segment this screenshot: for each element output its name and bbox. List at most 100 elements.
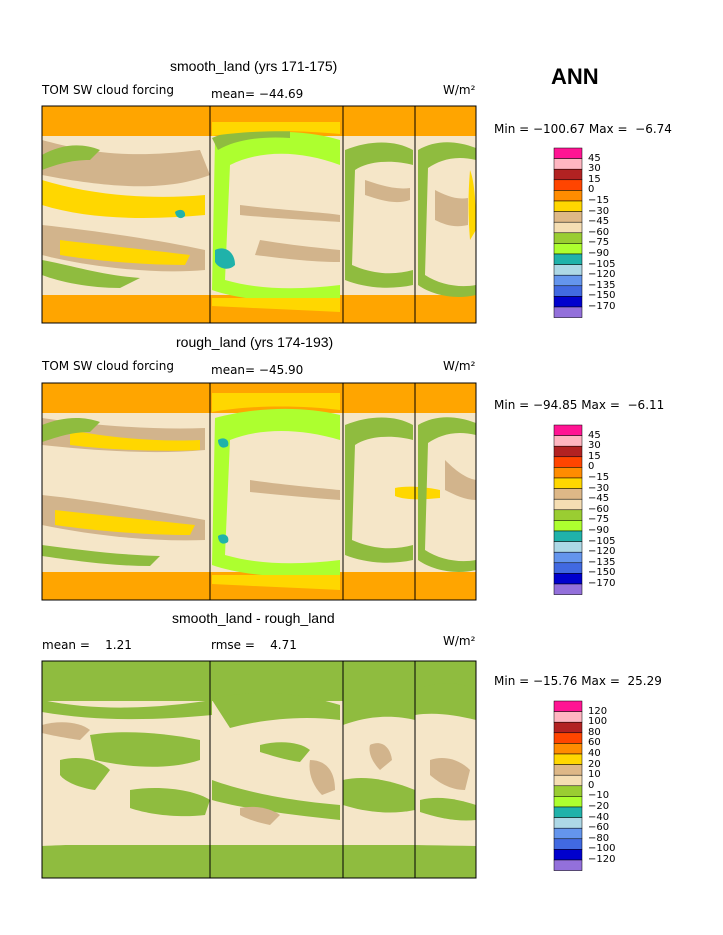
panel-2-mean: mean= −45.90 — [211, 363, 304, 377]
legend-1-swatch — [553, 232, 583, 244]
panel-3-left-label: mean = 1.21 — [42, 638, 132, 652]
panel-1-yellow-region — [42, 180, 205, 218]
panel-3-green-region — [42, 700, 212, 720]
legend-2-swatch — [553, 509, 583, 521]
panel-3-wheat-gap — [42, 837, 476, 846]
panel-3-green-region-11 — [420, 797, 476, 821]
panel-3-tan-region-5 — [430, 758, 470, 790]
legend-2-label: −45 — [588, 493, 610, 505]
legend-1-label: −170 — [588, 301, 616, 312]
panel-1-teal-region — [215, 248, 235, 269]
legend-3-swatch — [553, 743, 583, 755]
panel-3-tan-region-3 — [240, 806, 280, 825]
panel-1-green-region-4 — [212, 128, 290, 150]
panel-1-tan-region-5 — [365, 180, 410, 203]
panel-3-title: smooth_land - rough_land — [172, 610, 335, 626]
panel-2-yellow-region-3 — [212, 393, 340, 412]
panel-1-teal-region-2 — [175, 209, 186, 219]
legend-2-label: 0 — [588, 461, 595, 473]
panel-3-green-region-8 — [343, 661, 415, 725]
legend-3-label: 40 — [588, 748, 601, 759]
season-label: ANN — [551, 64, 599, 89]
legend-3-label: −60 — [588, 822, 610, 834]
panel-2-yellow-region-5 — [395, 486, 440, 500]
panel-1-units: W/m² — [443, 83, 476, 97]
legend-3-label: −40 — [588, 811, 610, 823]
panel-2-title: rough_land (yrs 174-193) — [176, 334, 334, 350]
legend-1-swatch — [553, 211, 583, 223]
legend-2-swatch — [553, 530, 583, 542]
panel-3-green-region-9 — [343, 778, 415, 813]
panel-3-rmse: rmse = 4.71 — [211, 638, 297, 652]
panel-2-minmax: Min = −94.85 Max = −6.11 — [494, 398, 665, 412]
legend-1-label: −15 — [588, 195, 610, 206]
panel-3-bottom-band — [42, 845, 476, 878]
legend-1-swatch — [553, 306, 583, 318]
panel-2-tan-region-4 — [445, 460, 476, 500]
panel-2-tan-region-3 — [250, 480, 340, 500]
legend-1-label: −105 — [588, 258, 616, 270]
legend-2-swatch — [553, 488, 583, 500]
legend-2-label: 45 — [588, 429, 601, 441]
legend-1-label: −135 — [588, 279, 616, 291]
legend-1-label: −150 — [588, 290, 616, 302]
legend-1-label: 30 — [588, 163, 601, 175]
legend-3-swatch — [553, 859, 583, 871]
panel-1-yellow-region-4 — [212, 298, 340, 312]
legend-2-swatch — [553, 562, 583, 574]
legend-3-label: −100 — [588, 843, 616, 855]
legend-3-label: −10 — [588, 790, 610, 802]
legend-2-swatch — [553, 424, 583, 436]
panel-2-map — [41, 382, 477, 601]
panel-1-yellow-region-2 — [60, 240, 190, 265]
panel-2-teal-region — [218, 438, 229, 448]
legend-3-label: 60 — [588, 737, 601, 749]
legend-3-swatch — [553, 721, 583, 734]
panel-2-teal-region-2 — [218, 534, 229, 544]
legend-3-label: −20 — [588, 801, 610, 812]
legend-1-label: 15 — [588, 173, 601, 185]
legend-2-swatch — [553, 477, 583, 489]
panel-1-tan-region-3 — [240, 205, 340, 222]
legend-2-label: −105 — [588, 535, 616, 547]
legend-1-swatch — [553, 179, 583, 191]
legend-3-swatch — [553, 806, 583, 818]
panel-1-green-region — [42, 145, 100, 170]
panel-2-green-region — [42, 418, 100, 442]
panel-2-yellow-region — [70, 430, 200, 451]
legend-1-swatch — [553, 296, 583, 308]
legend-1-label: −120 — [588, 269, 616, 281]
panel-1-green-region-2 — [42, 260, 140, 288]
legend-2-label: −120 — [588, 546, 616, 558]
panel-1-yellow-region-3 — [212, 122, 340, 136]
panel-3-green-region-6 — [212, 780, 340, 820]
panel-3-green-region-2 — [90, 732, 200, 767]
legend-1-label: 0 — [588, 184, 595, 196]
panel-2-units: W/m² — [443, 359, 476, 373]
legend-3-swatch — [553, 774, 583, 787]
panel-3-map — [41, 660, 477, 879]
panel-1-green-region-5 — [345, 142, 413, 288]
legend-2-swatch — [553, 520, 583, 532]
panel-3-green-region-7 — [260, 742, 310, 762]
panel-2-yellow-region-2 — [55, 510, 195, 535]
panel-3-tan-region-4 — [369, 743, 392, 770]
legend-3-swatch — [553, 796, 583, 808]
panel-1-yellow-region-5 — [468, 170, 476, 240]
legend-3-label: −120 — [588, 854, 616, 865]
legend-2-label: −135 — [588, 556, 616, 568]
panel-3-tan-region-2 — [309, 760, 335, 795]
panel-3-green-region-5 — [212, 693, 340, 728]
legend-2-label: −60 — [588, 503, 610, 515]
panel-3-minmax: Min = −15.76 Max = 25.29 — [494, 674, 662, 688]
panel-1-tan-region-4 — [255, 240, 340, 262]
legend-3-swatch — [553, 700, 583, 712]
panel-1-minmax: Min = −100.67 Max = −6.74 — [494, 122, 672, 136]
legend-2-swatch — [553, 435, 583, 447]
legend-1-swatch — [553, 168, 583, 181]
legend-1-swatch — [553, 264, 583, 276]
legend-1-swatch — [553, 221, 583, 234]
legend-2-swatch — [553, 541, 583, 553]
legend-1-swatch — [553, 274, 583, 287]
